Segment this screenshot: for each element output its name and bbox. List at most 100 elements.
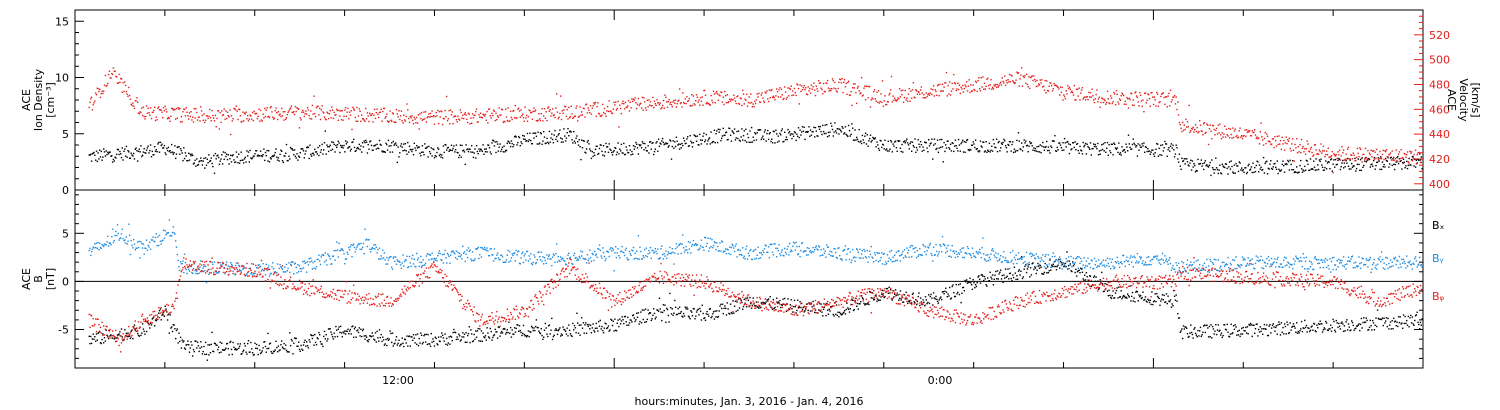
bx-series-point [215, 344, 217, 346]
velocity-series-point [95, 94, 98, 96]
density-series-point [718, 131, 720, 133]
bx-series-point [172, 324, 174, 326]
density-series-point [569, 130, 572, 132]
velocity-series-point [760, 94, 762, 96]
bx-series-point [710, 317, 712, 319]
velocity-series-point [1361, 161, 1363, 163]
bx-series-point [1303, 327, 1305, 330]
bx-series-point [776, 302, 779, 304]
bx-series-point [221, 349, 224, 351]
bx-series-point [1038, 267, 1041, 269]
bx-series-point [289, 345, 292, 347]
velocity-series-point [781, 94, 783, 96]
density-series-point [736, 130, 738, 133]
velocity-series-point [1374, 151, 1376, 153]
velocity-series-point [117, 82, 119, 84]
density-series-point [628, 145, 631, 147]
density-series-point [315, 151, 318, 153]
velocity-series-point [108, 70, 111, 72]
density-series-point [765, 140, 767, 142]
velocity-series-point [1287, 138, 1289, 141]
velocity-series-point [743, 103, 745, 105]
velocity-series-point [606, 105, 609, 108]
bx-series-point [739, 297, 741, 300]
density-series-point [167, 146, 170, 149]
velocity-series-point [433, 115, 435, 117]
density-series-point [1134, 144, 1136, 146]
velocity-series-point [1046, 89, 1049, 92]
density-series-point [1238, 161, 1240, 163]
bx-series-point [344, 330, 346, 332]
bx-series-point [776, 297, 778, 299]
bx-series-point [700, 319, 703, 321]
density-series-point [1298, 171, 1300, 173]
bx-series-point [782, 298, 784, 300]
density-series-point [1190, 159, 1192, 161]
velocity-series-point [478, 114, 480, 116]
bx-series-point [464, 341, 466, 343]
density-series-point [258, 155, 260, 157]
density-series-point [1025, 140, 1027, 142]
velocity-series-point [970, 84, 972, 86]
density-series-point [1012, 141, 1014, 143]
bx-series-point [1017, 270, 1020, 272]
bx-series-point [1250, 324, 1253, 326]
density-series-point [687, 136, 689, 138]
density-series-point [715, 133, 717, 135]
density-series-point [1307, 163, 1309, 165]
density-series-point [669, 139, 671, 141]
bx-series-point [450, 335, 452, 337]
density-series-point [1080, 149, 1082, 151]
bx-series-point [581, 327, 584, 329]
density-series-point [1336, 163, 1338, 166]
density-series-point [636, 147, 639, 149]
bx-series-point [496, 337, 499, 339]
velocity-series-point [1279, 140, 1282, 142]
density-series-point [830, 122, 832, 125]
density-series-point [530, 139, 532, 142]
velocity-series-point [1267, 140, 1270, 142]
density-series-point [805, 130, 808, 133]
density-series-point [1033, 147, 1035, 149]
bx-series-point [137, 332, 139, 335]
density-series-point [150, 156, 153, 158]
density-series-point [902, 141, 905, 143]
velocity-series-point [718, 94, 720, 96]
bx-series-point [686, 306, 688, 309]
bx-series-point [1297, 330, 1299, 333]
bx-series-point [395, 336, 398, 338]
bx-series-point [1043, 271, 1046, 274]
velocity-series-point [1261, 136, 1263, 138]
velocity-series-point [484, 115, 486, 117]
density-series-point [869, 137, 871, 140]
density-series-point [1148, 150, 1151, 152]
velocity-series-point [594, 103, 596, 105]
bx-series-point [655, 316, 657, 318]
density-series-point [1136, 155, 1139, 157]
density-series-point [839, 129, 842, 132]
velocity-series-point [711, 99, 713, 102]
bx-series-point [1153, 300, 1156, 302]
velocity-series-point [1408, 162, 1410, 164]
bx-series-point [253, 353, 255, 356]
density-series-point [1208, 164, 1211, 166]
density-series-point [1015, 149, 1017, 152]
bx-series-point [484, 335, 487, 337]
velocity-series-point [1053, 82, 1055, 85]
density-series-point [833, 131, 835, 133]
velocity-series-point [378, 111, 381, 114]
density-series-point [274, 151, 276, 154]
bx-series-point [564, 329, 566, 331]
bx-series-point [831, 306, 833, 308]
velocity-series-point [204, 119, 207, 121]
density-series-point [173, 152, 175, 154]
bx-series-point [1220, 334, 1222, 336]
bx-series-point [641, 309, 644, 311]
bx-series-point [596, 327, 598, 329]
density-series-point [463, 149, 465, 151]
velocity-series-point [518, 110, 521, 112]
density-series-point [978, 151, 980, 153]
density-series-point [1286, 163, 1288, 166]
velocity-series-point [188, 112, 191, 114]
velocity-series-point [1072, 94, 1075, 96]
